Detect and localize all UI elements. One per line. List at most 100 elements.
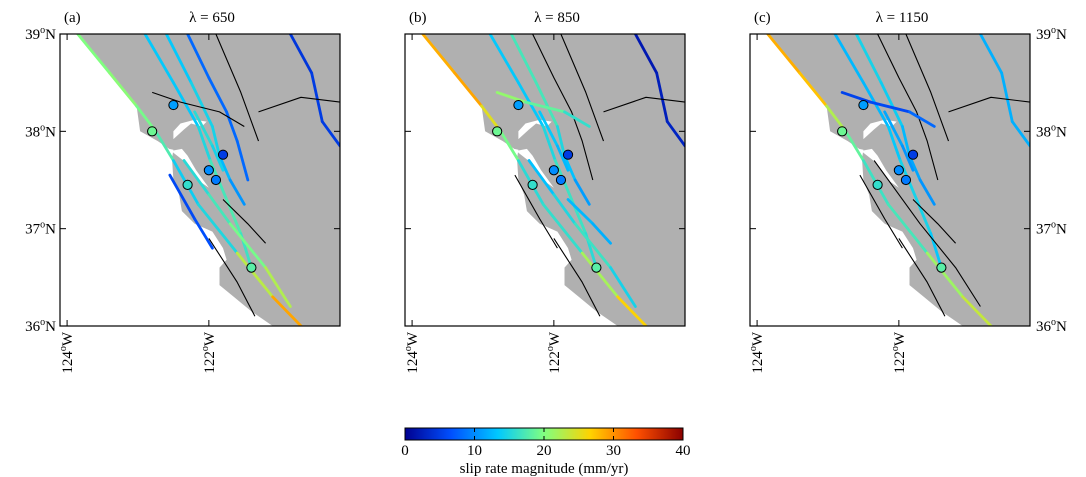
- fault-slip-segment: [840, 91, 872, 104]
- fault-slip-segment: [235, 251, 275, 299]
- fault-slip-segment: [616, 295, 648, 326]
- fault-slip-segment: [228, 222, 267, 270]
- fault-slip-segment: [566, 198, 595, 226]
- fault-slip-segment: [556, 144, 570, 172]
- fault-slip-segment: [509, 34, 538, 85]
- fault-trace: [877, 34, 939, 181]
- colorbar-label: slip rate magnitude (mm/yr): [460, 461, 629, 477]
- colorbar-tick-label: 10: [467, 443, 482, 459]
- fault-slip-segment: [189, 81, 214, 128]
- station-marker: [591, 262, 602, 273]
- fault-slip-segment: [563, 154, 577, 182]
- station-marker: [246, 262, 257, 273]
- fault-slip-segment: [488, 34, 520, 85]
- colorbar-tick-label: 30: [606, 443, 621, 459]
- fault-slip-segment: [207, 193, 232, 226]
- fault-slip-segment: [453, 71, 483, 108]
- fault-slip-segment: [961, 295, 993, 326]
- lon-tick-label: 124oW: [403, 331, 421, 374]
- colorbar-tick-label: 20: [537, 443, 552, 459]
- panel-frame: [749, 33, 1031, 327]
- fault-slip-segment: [186, 34, 211, 80]
- fault-slip-segment: [798, 71, 828, 108]
- fault-slip-segment: [556, 125, 566, 158]
- panel-tag: (b): [409, 10, 427, 26]
- fault-slip-segment: [235, 139, 250, 182]
- fault-slip-segment: [527, 159, 556, 197]
- fault-trace: [859, 174, 903, 249]
- fault-slip-segment: [264, 266, 292, 308]
- panel-tag: (a): [64, 10, 81, 26]
- station-marker: [548, 165, 559, 176]
- panel-tag: (c): [754, 10, 771, 26]
- panel-title: λ = 1150: [876, 10, 929, 26]
- fault-slip-segment: [655, 71, 669, 123]
- fault-trace: [208, 238, 256, 317]
- station-marker: [936, 262, 947, 273]
- station-marker: [858, 99, 869, 111]
- fault-slip-segment: [538, 110, 559, 148]
- map-panel: (b) λ = 850 124oW 122oW: [403, 10, 686, 374]
- fault-trace: [215, 34, 260, 142]
- lat-tick-label: 38oN: [1036, 122, 1067, 140]
- fault-slip-segment: [883, 110, 904, 148]
- fault-slip-segment: [524, 100, 566, 114]
- fault-slip-segment: [918, 178, 936, 206]
- fault-slip-segment: [271, 295, 303, 326]
- station-marker: [147, 126, 158, 137]
- fault-slip-segment: [228, 178, 246, 206]
- colorbar-tick-label: 0: [401, 443, 409, 459]
- fault-slip-segment: [164, 34, 193, 85]
- fault-trace: [514, 174, 558, 249]
- panel-frame: [59, 33, 341, 327]
- fault-trace: [222, 199, 267, 244]
- station-marker: [492, 126, 503, 137]
- lon-tick-label: 124oW: [58, 331, 76, 374]
- lon-tick-label: 122oW: [200, 331, 218, 374]
- fault-slip-segment: [541, 202, 584, 255]
- fault-slip-segment: [495, 91, 527, 104]
- fault-slip-segment: [196, 202, 239, 255]
- colorbar-tick-label: 40: [676, 443, 691, 459]
- fault-slip-segment: [76, 34, 112, 75]
- fault-slip-segment: [310, 71, 324, 123]
- fault-slip-segment: [886, 202, 929, 255]
- fault-slip-segment: [552, 193, 577, 226]
- fault-trace: [553, 238, 601, 317]
- fault-slip-segment: [1000, 71, 1014, 123]
- fault-trace: [873, 160, 981, 307]
- lat-tick-label: 36oN: [25, 317, 56, 335]
- fault-trace: [603, 96, 685, 113]
- station-marker: [527, 179, 538, 190]
- fault-slip-segment: [580, 251, 620, 299]
- fault-slip-segment: [908, 110, 936, 128]
- fault-slip-segment: [143, 34, 175, 85]
- panel-title: λ = 850: [534, 10, 580, 26]
- fault-slip-segment: [978, 34, 1004, 75]
- fault-slip-segment: [172, 81, 200, 128]
- fault-slip-segment: [886, 125, 902, 162]
- fault-slip-segment: [211, 125, 221, 158]
- fault-slip-segment: [218, 154, 232, 182]
- fault-slip-segment: [211, 144, 225, 172]
- fault-slip-segment: [633, 34, 659, 75]
- fault-slip-segment: [534, 81, 559, 128]
- fault-slip-segment: [541, 125, 557, 162]
- fault-slip-segment: [288, 34, 314, 75]
- panel-title: λ = 650: [189, 10, 235, 26]
- fault-slip-segment: [1010, 120, 1030, 148]
- fault-slip-segment: [925, 251, 965, 299]
- lon-tick-label: 124oW: [748, 331, 766, 374]
- station-marker: [837, 126, 848, 137]
- bay-water: [212, 238, 225, 258]
- fault-slip-segment: [499, 129, 520, 162]
- fault-trace: [912, 199, 957, 244]
- panel-frame: [404, 33, 686, 327]
- fault-trace: [532, 34, 594, 181]
- fault-trace: [905, 34, 950, 142]
- fault-slip-segment: [908, 154, 922, 182]
- fault-slip-segment: [207, 76, 228, 114]
- fault-slip-segment: [766, 34, 802, 75]
- station-marker: [210, 174, 222, 186]
